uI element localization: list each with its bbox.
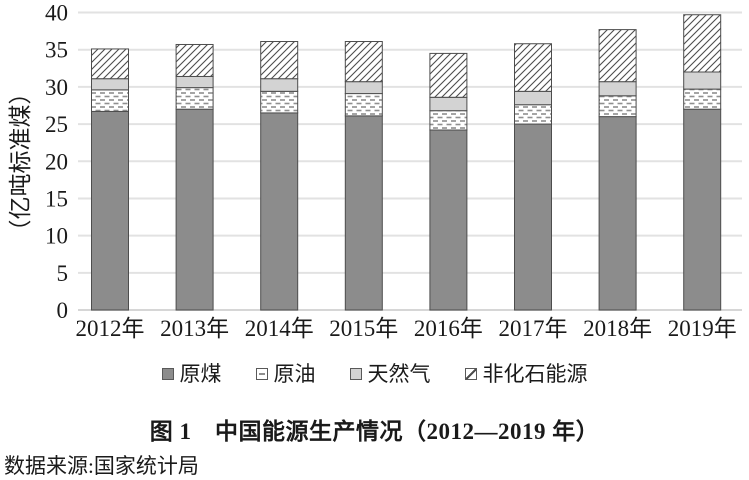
bar-segment-nonfossil (429, 52, 468, 98)
bar-segment-coal (598, 116, 637, 311)
coal-swatch-icon (161, 368, 174, 380)
bar-segment-oil (514, 104, 552, 125)
bar-segment-coal (514, 123, 552, 311)
figure-caption: 图 1 中国能源生产情况（2012—2019 年） (149, 419, 600, 444)
x-tick-label: 2016年 (414, 316, 483, 341)
bar-segment-gas (683, 71, 722, 90)
x-tick-label: 2012年 (76, 316, 145, 341)
x-tick-label: 2014年 (245, 316, 314, 341)
bar-segment-gas (91, 78, 129, 91)
bar-segment-coal (260, 112, 299, 311)
bar-segment-coal (683, 108, 722, 311)
bar-segment-coal (175, 108, 214, 311)
bar-segment-nonfossil (91, 48, 129, 80)
bar-segment-coal (429, 129, 468, 311)
legend-item-gas: 天然气 (349, 361, 431, 386)
bar-segment-oil (683, 88, 722, 110)
bar-segment-oil (175, 87, 214, 110)
y-tick-label: 20 (45, 149, 68, 174)
axis-label-layer: 2012年 2013年 2014年 2015年 2016年 2017年 2018年 2019年 (76, 316, 737, 341)
bar-segment-oil (260, 90, 299, 114)
legend-item-coal: 原煤 (161, 361, 222, 386)
y-axis-title: （亿吨标准煤） (8, 82, 33, 243)
bar-segment-oil (598, 95, 637, 118)
x-tick-label: 2019年 (668, 316, 737, 341)
y-tick-label: 0 (57, 298, 69, 323)
bar-segment-nonfossil (344, 41, 383, 83)
legend-label-oil: 原油 (273, 361, 316, 386)
bar-segment-gas (344, 81, 383, 95)
legend-item-nonfossil: 非化石能源 (464, 361, 588, 386)
x-tick-label: 2013年 (160, 316, 229, 341)
bar-segment-coal (91, 110, 129, 311)
oil-swatch-icon (255, 368, 268, 380)
legend-label-coal: 原煤 (179, 361, 222, 386)
legend-item-oil: 原油 (255, 361, 316, 386)
legend-label-nonfossil: 非化石能源 (482, 361, 588, 386)
bar-segment-nonfossil (175, 43, 214, 77)
data-source-note: 数据来源:国家统计局 (4, 454, 199, 478)
bar-layer (91, 14, 722, 311)
grid-layer: 0 5 10 15 20 25 30 35 40 (45, 1, 742, 323)
legend-label-gas: 天然气 (367, 361, 431, 386)
bar-segment-gas (175, 75, 214, 89)
bar-segment-nonfossil (514, 43, 552, 92)
x-tick-label: 2015年 (329, 316, 398, 341)
bar-segment-nonfossil (598, 29, 637, 83)
bar-segment-nonfossil (683, 14, 722, 73)
y-tick-label: 35 (45, 38, 68, 63)
gas-swatch-icon (349, 368, 362, 380)
bar-segment-oil (344, 93, 383, 117)
y-tick-label: 40 (45, 1, 68, 26)
bar-segment-oil (429, 110, 468, 131)
y-tick-label: 5 (57, 261, 69, 286)
y-tick-label: 30 (45, 75, 68, 100)
y-tick-label: 25 (45, 112, 68, 137)
bar-segment-coal (344, 115, 383, 311)
bar-segment-gas (260, 78, 299, 92)
y-tick-label: 15 (45, 186, 68, 211)
energy-production-chart: 0 5 10 15 20 25 30 35 40 （亿吨标准煤） 2012年 2013年 2014年… (8, 1, 742, 341)
nonfossil-swatch-icon (464, 368, 477, 380)
bar-segment-gas (429, 96, 468, 112)
y-tick-label: 10 (45, 224, 68, 249)
bar-segment-gas (598, 81, 637, 97)
bar-segment-nonfossil (260, 41, 299, 80)
x-tick-label: 2017年 (499, 316, 568, 341)
bar-segment-oil (91, 89, 129, 112)
x-tick-label: 2018年 (583, 316, 652, 341)
bar-segment-gas (514, 90, 552, 106)
legend: 原煤 原油 天然气 非化石能源 (0, 361, 749, 387)
